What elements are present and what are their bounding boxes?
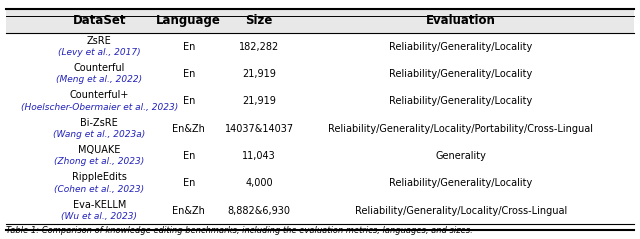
Text: En: En bbox=[182, 151, 195, 161]
Text: (Wang et al., 2023a): (Wang et al., 2023a) bbox=[53, 130, 145, 139]
Text: RippleEdits: RippleEdits bbox=[72, 172, 127, 182]
Text: (Cohen et al., 2023): (Cohen et al., 2023) bbox=[54, 185, 144, 194]
Text: 21,919: 21,919 bbox=[243, 96, 276, 106]
Text: 21,919: 21,919 bbox=[243, 69, 276, 79]
Text: 182,282: 182,282 bbox=[239, 42, 279, 52]
Text: En: En bbox=[182, 42, 195, 52]
Text: Counterful+: Counterful+ bbox=[70, 90, 129, 100]
Text: (Zhong et al., 2023): (Zhong et al., 2023) bbox=[54, 158, 145, 166]
Text: Size: Size bbox=[246, 14, 273, 27]
Text: Reliability/Generality/Locality: Reliability/Generality/Locality bbox=[389, 178, 532, 188]
Text: En: En bbox=[182, 96, 195, 106]
Text: (Hoelscher-Obermaier et al., 2023): (Hoelscher-Obermaier et al., 2023) bbox=[20, 103, 178, 112]
Text: MQUAKE: MQUAKE bbox=[78, 145, 120, 155]
FancyBboxPatch shape bbox=[6, 9, 634, 33]
Text: (Meng et al., 2022): (Meng et al., 2022) bbox=[56, 76, 142, 84]
Text: Table 1: Comparison of knowledge editing benchmarks, including the evaluation me: Table 1: Comparison of knowledge editing… bbox=[6, 226, 473, 235]
Text: DataSet: DataSet bbox=[72, 14, 126, 27]
Text: (Levy et al., 2017): (Levy et al., 2017) bbox=[58, 48, 141, 57]
Text: En&Zh: En&Zh bbox=[172, 124, 205, 134]
Text: (Wu et al., 2023): (Wu et al., 2023) bbox=[61, 212, 137, 221]
Text: Generality: Generality bbox=[435, 151, 486, 161]
Text: Reliability/Generality/Locality/Cross-Lingual: Reliability/Generality/Locality/Cross-Li… bbox=[355, 206, 567, 216]
Text: Language: Language bbox=[156, 14, 221, 27]
Text: En: En bbox=[182, 69, 195, 79]
Text: Reliability/Generality/Locality: Reliability/Generality/Locality bbox=[389, 96, 532, 106]
Text: Counterful: Counterful bbox=[74, 63, 125, 73]
Text: Eva-KELLM: Eva-KELLM bbox=[72, 200, 126, 210]
Text: 4,000: 4,000 bbox=[245, 178, 273, 188]
Text: Reliability/Generality/Locality: Reliability/Generality/Locality bbox=[389, 69, 532, 79]
Text: Reliability/Generality/Locality/Portability/Cross-Lingual: Reliability/Generality/Locality/Portabil… bbox=[328, 124, 593, 134]
Text: Evaluation: Evaluation bbox=[426, 14, 496, 27]
Text: 8,882&6,930: 8,882&6,930 bbox=[228, 206, 291, 216]
Text: En: En bbox=[182, 178, 195, 188]
Text: En&Zh: En&Zh bbox=[172, 206, 205, 216]
Text: ZsRE: ZsRE bbox=[87, 36, 111, 46]
Text: 11,043: 11,043 bbox=[243, 151, 276, 161]
Text: Reliability/Generality/Locality: Reliability/Generality/Locality bbox=[389, 42, 532, 52]
Text: Bi-ZsRE: Bi-ZsRE bbox=[81, 118, 118, 128]
Text: 14037&14037: 14037&14037 bbox=[225, 124, 294, 134]
